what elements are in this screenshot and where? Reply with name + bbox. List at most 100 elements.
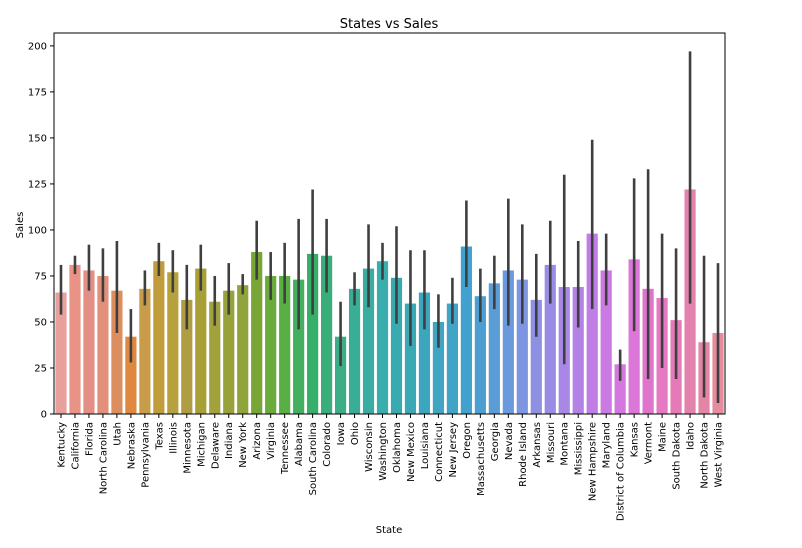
bar: [111, 290, 123, 414]
x-tick-label: New Hampshire: [588, 422, 599, 501]
x-tick-label: North Carolina: [98, 422, 109, 494]
bar: [334, 336, 347, 414]
x-tick-label: Colorado: [322, 422, 333, 467]
bar: [348, 288, 361, 414]
x-tick-label: Mississippi: [574, 422, 585, 475]
x-tick-label: Virginia: [266, 422, 277, 460]
bar: [181, 299, 193, 414]
x-axis-label: State: [376, 525, 402, 536]
bar: [516, 279, 528, 414]
x-tick-label: Georgia: [490, 422, 501, 461]
x-tick-label: Maryland: [602, 422, 613, 468]
y-tick-label: 100: [28, 225, 47, 236]
x-tick-label: Alabama: [294, 422, 305, 466]
bar: [502, 270, 514, 414]
x-tick-label: Oklahoma: [392, 422, 403, 473]
x-tick-label: Iowa: [336, 422, 347, 445]
bar: [474, 296, 486, 414]
bar: [293, 279, 305, 414]
bar: [628, 259, 640, 414]
x-tick-label: Florida: [84, 422, 95, 456]
x-tick-label: Texas: [154, 422, 165, 451]
bar: [418, 292, 431, 414]
y-tick-label: 125: [28, 179, 47, 190]
chart-title: States vs Sales: [340, 17, 439, 32]
bar: [209, 301, 221, 414]
x-tick-label: Connecticut: [434, 422, 445, 482]
bar: [432, 321, 445, 414]
x-tick-label: Idaho: [686, 422, 697, 450]
x-tick-label: Ohio: [350, 422, 361, 445]
x-tick-label: Montana: [560, 422, 571, 466]
plot-area: 0 25 50 75 100 125 150 175 200 Kentucky California…: [28, 41, 725, 521]
bar: [223, 290, 235, 414]
x-tick-label: Kansas: [630, 422, 641, 457]
bar: [125, 336, 137, 414]
x-tick-label: Rhode Island: [518, 422, 529, 487]
bar: [237, 285, 249, 414]
bar: [279, 275, 291, 414]
x-tick-label: New Mexico: [406, 422, 417, 482]
x-tick-label: Delaware: [210, 422, 221, 469]
x-tick-label: Pennsylvania: [140, 422, 151, 488]
bar: [600, 270, 612, 414]
bar: [195, 268, 207, 414]
x-tick-label: Missouri: [546, 422, 557, 463]
y-tick-label: 175: [28, 87, 47, 98]
x-tick-label: Tennessee: [280, 422, 291, 475]
bar: [446, 303, 458, 414]
bar: [404, 303, 417, 414]
bar: [362, 268, 375, 414]
bar: [321, 255, 333, 414]
bar: [376, 261, 389, 414]
x-tick-label: South Dakota: [672, 422, 683, 490]
x-tick-label: Kentucky: [56, 422, 67, 468]
x-tick-label: West Virginia: [714, 422, 725, 487]
x-tick-label: Utah: [112, 422, 123, 446]
x-tick-label: Indiana: [224, 422, 235, 459]
y-tick-label: 75: [34, 271, 47, 282]
x-tick-label: Nevada: [504, 422, 515, 460]
bar: [139, 288, 151, 414]
x-tick-label: New York: [238, 422, 249, 468]
y-tick-label: 0: [41, 410, 47, 421]
y-axis-label: Sales: [15, 212, 26, 239]
x-tick-label: Michigan: [196, 422, 207, 467]
bar: [390, 277, 403, 414]
x-tick-label: Washington: [378, 422, 389, 481]
bar: [153, 261, 165, 414]
y-tick-label: 200: [28, 41, 47, 52]
y-tick-label: 25: [34, 363, 47, 374]
bar: [167, 272, 179, 414]
bar: [460, 246, 472, 414]
bar: [614, 364, 626, 414]
x-tick-label: Oregon: [462, 422, 473, 459]
bar: [97, 275, 109, 414]
bar: [544, 264, 556, 414]
x-tick-label: Arizona: [252, 422, 263, 460]
x-tick-label: New Jersey: [448, 422, 459, 478]
bar: [265, 275, 277, 414]
x-tick-label: Wisconsin: [364, 422, 375, 472]
bar: [572, 287, 584, 414]
plot-frame: [53, 32, 726, 415]
x-tick-label: Arkansas: [532, 422, 543, 468]
x-tick-label: Maine: [658, 422, 669, 452]
y-tick-label: 50: [34, 317, 47, 328]
x-tick-label: Massachusetts: [476, 422, 487, 496]
x-tick-label: Louisiana: [420, 422, 431, 469]
bar: [55, 292, 67, 414]
x-tick-label: South Carolina: [308, 422, 319, 495]
x-tick-label: Vermont: [644, 422, 655, 464]
bar: [251, 252, 263, 414]
x-tick-label: Nebraska: [126, 422, 137, 469]
bar: [69, 264, 81, 414]
x-tick-label: California: [70, 422, 81, 470]
x-tick-label: Illinois: [168, 422, 179, 454]
x-tick-label: District of Columbia: [616, 422, 627, 521]
bar: [307, 253, 319, 414]
bar: [83, 270, 95, 414]
y-tick-label: 150: [28, 133, 47, 144]
x-tick-label: North Dakota: [700, 422, 711, 489]
